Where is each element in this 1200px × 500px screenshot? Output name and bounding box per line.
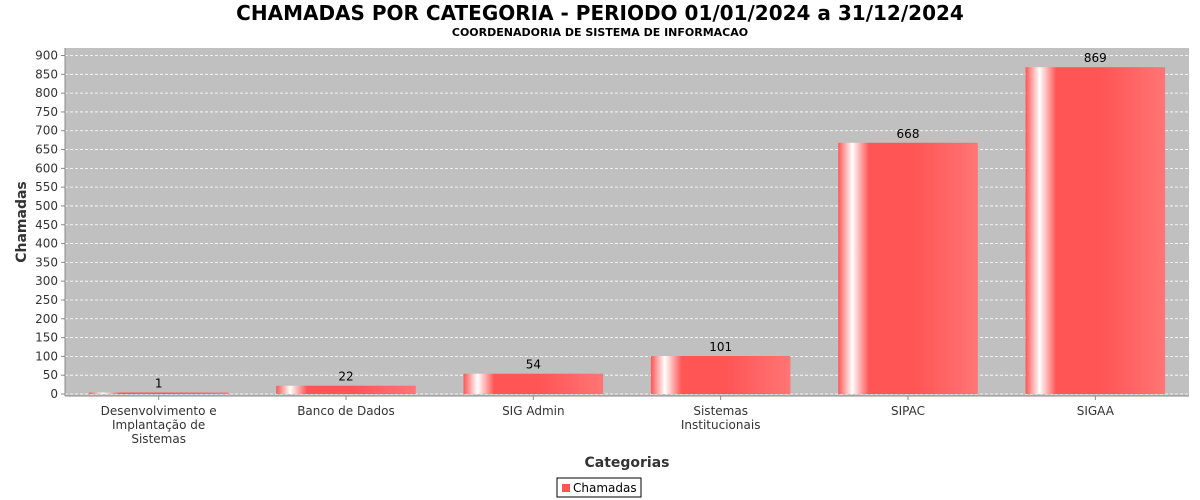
data-labels: 1 22 54 101 668 869 bbox=[155, 51, 1107, 390]
bar-group bbox=[88, 67, 1166, 395]
y-tick-label: 750 bbox=[35, 105, 58, 119]
data-label: 869 bbox=[1084, 51, 1107, 65]
x-axis-title: Categorias bbox=[584, 455, 669, 471]
y-tick-label: 300 bbox=[35, 274, 58, 288]
bar bbox=[650, 356, 791, 394]
legend-label-chamadas: Chamadas bbox=[573, 481, 637, 495]
y-tick-label: 600 bbox=[35, 161, 58, 175]
bar bbox=[463, 373, 604, 394]
y-tick-label: 150 bbox=[35, 331, 58, 345]
gridlines bbox=[65, 55, 1189, 395]
x-tick-label: SIG Admin bbox=[502, 404, 565, 418]
legend-box bbox=[556, 477, 642, 498]
y-tick-label: 50 bbox=[43, 368, 58, 382]
y-axis: 0 50 100 150 200 250 300 350 400 450 500 550 600 650 7… bbox=[35, 48, 66, 401]
legend-swatch bbox=[562, 484, 570, 492]
y-tick-label: 550 bbox=[35, 180, 58, 194]
y-tick-label: 450 bbox=[35, 218, 58, 232]
y-tick-label: 800 bbox=[35, 86, 58, 100]
y-tick-label: 700 bbox=[35, 124, 58, 138]
y-tick-label: 900 bbox=[35, 49, 58, 63]
x-tick-label: Sistemas Institucionais bbox=[681, 404, 761, 432]
y-tick-label: 400 bbox=[35, 237, 58, 251]
y-tick-label: 200 bbox=[35, 312, 58, 326]
y-axis-title: Chamadas bbox=[14, 181, 30, 263]
bar bbox=[838, 142, 978, 394]
data-label: 668 bbox=[897, 127, 920, 141]
y-tick-label: 0 bbox=[50, 387, 58, 401]
bar bbox=[88, 392, 229, 394]
data-label: 1 bbox=[155, 377, 163, 391]
x-axis: Desenvolvimento e Implantação de Sistemas B… bbox=[65, 395, 1189, 446]
data-label: 101 bbox=[709, 340, 732, 354]
chart-title: CHAMADAS POR CATEGORIA - PERIODO 01/01/2… bbox=[236, 1, 964, 25]
y-tick-label: 250 bbox=[35, 293, 58, 307]
legend: Chamadas bbox=[556, 477, 642, 498]
bar bbox=[1025, 67, 1166, 395]
chart-subtitle: COORDENADORIA DE SISTEMA DE INFORMACAO bbox=[452, 26, 748, 39]
data-label: 22 bbox=[338, 370, 353, 384]
y-tick-label: 650 bbox=[35, 143, 58, 157]
x-tick-label: SIGAA bbox=[1077, 404, 1115, 418]
y-tick-label: 500 bbox=[35, 199, 58, 213]
plot-area bbox=[65, 48, 1189, 396]
x-tick-label: Banco de Dados bbox=[297, 404, 395, 418]
data-label: 54 bbox=[526, 358, 541, 372]
y-tick-label: 350 bbox=[35, 255, 58, 269]
y-tick-label: 100 bbox=[35, 349, 58, 363]
y-tick-label: 850 bbox=[35, 67, 58, 81]
x-tick-label: SIPAC bbox=[891, 404, 925, 418]
bar bbox=[276, 385, 416, 394]
x-tick-label: Desenvolvimento e Implantação de Sistemas bbox=[101, 404, 217, 446]
